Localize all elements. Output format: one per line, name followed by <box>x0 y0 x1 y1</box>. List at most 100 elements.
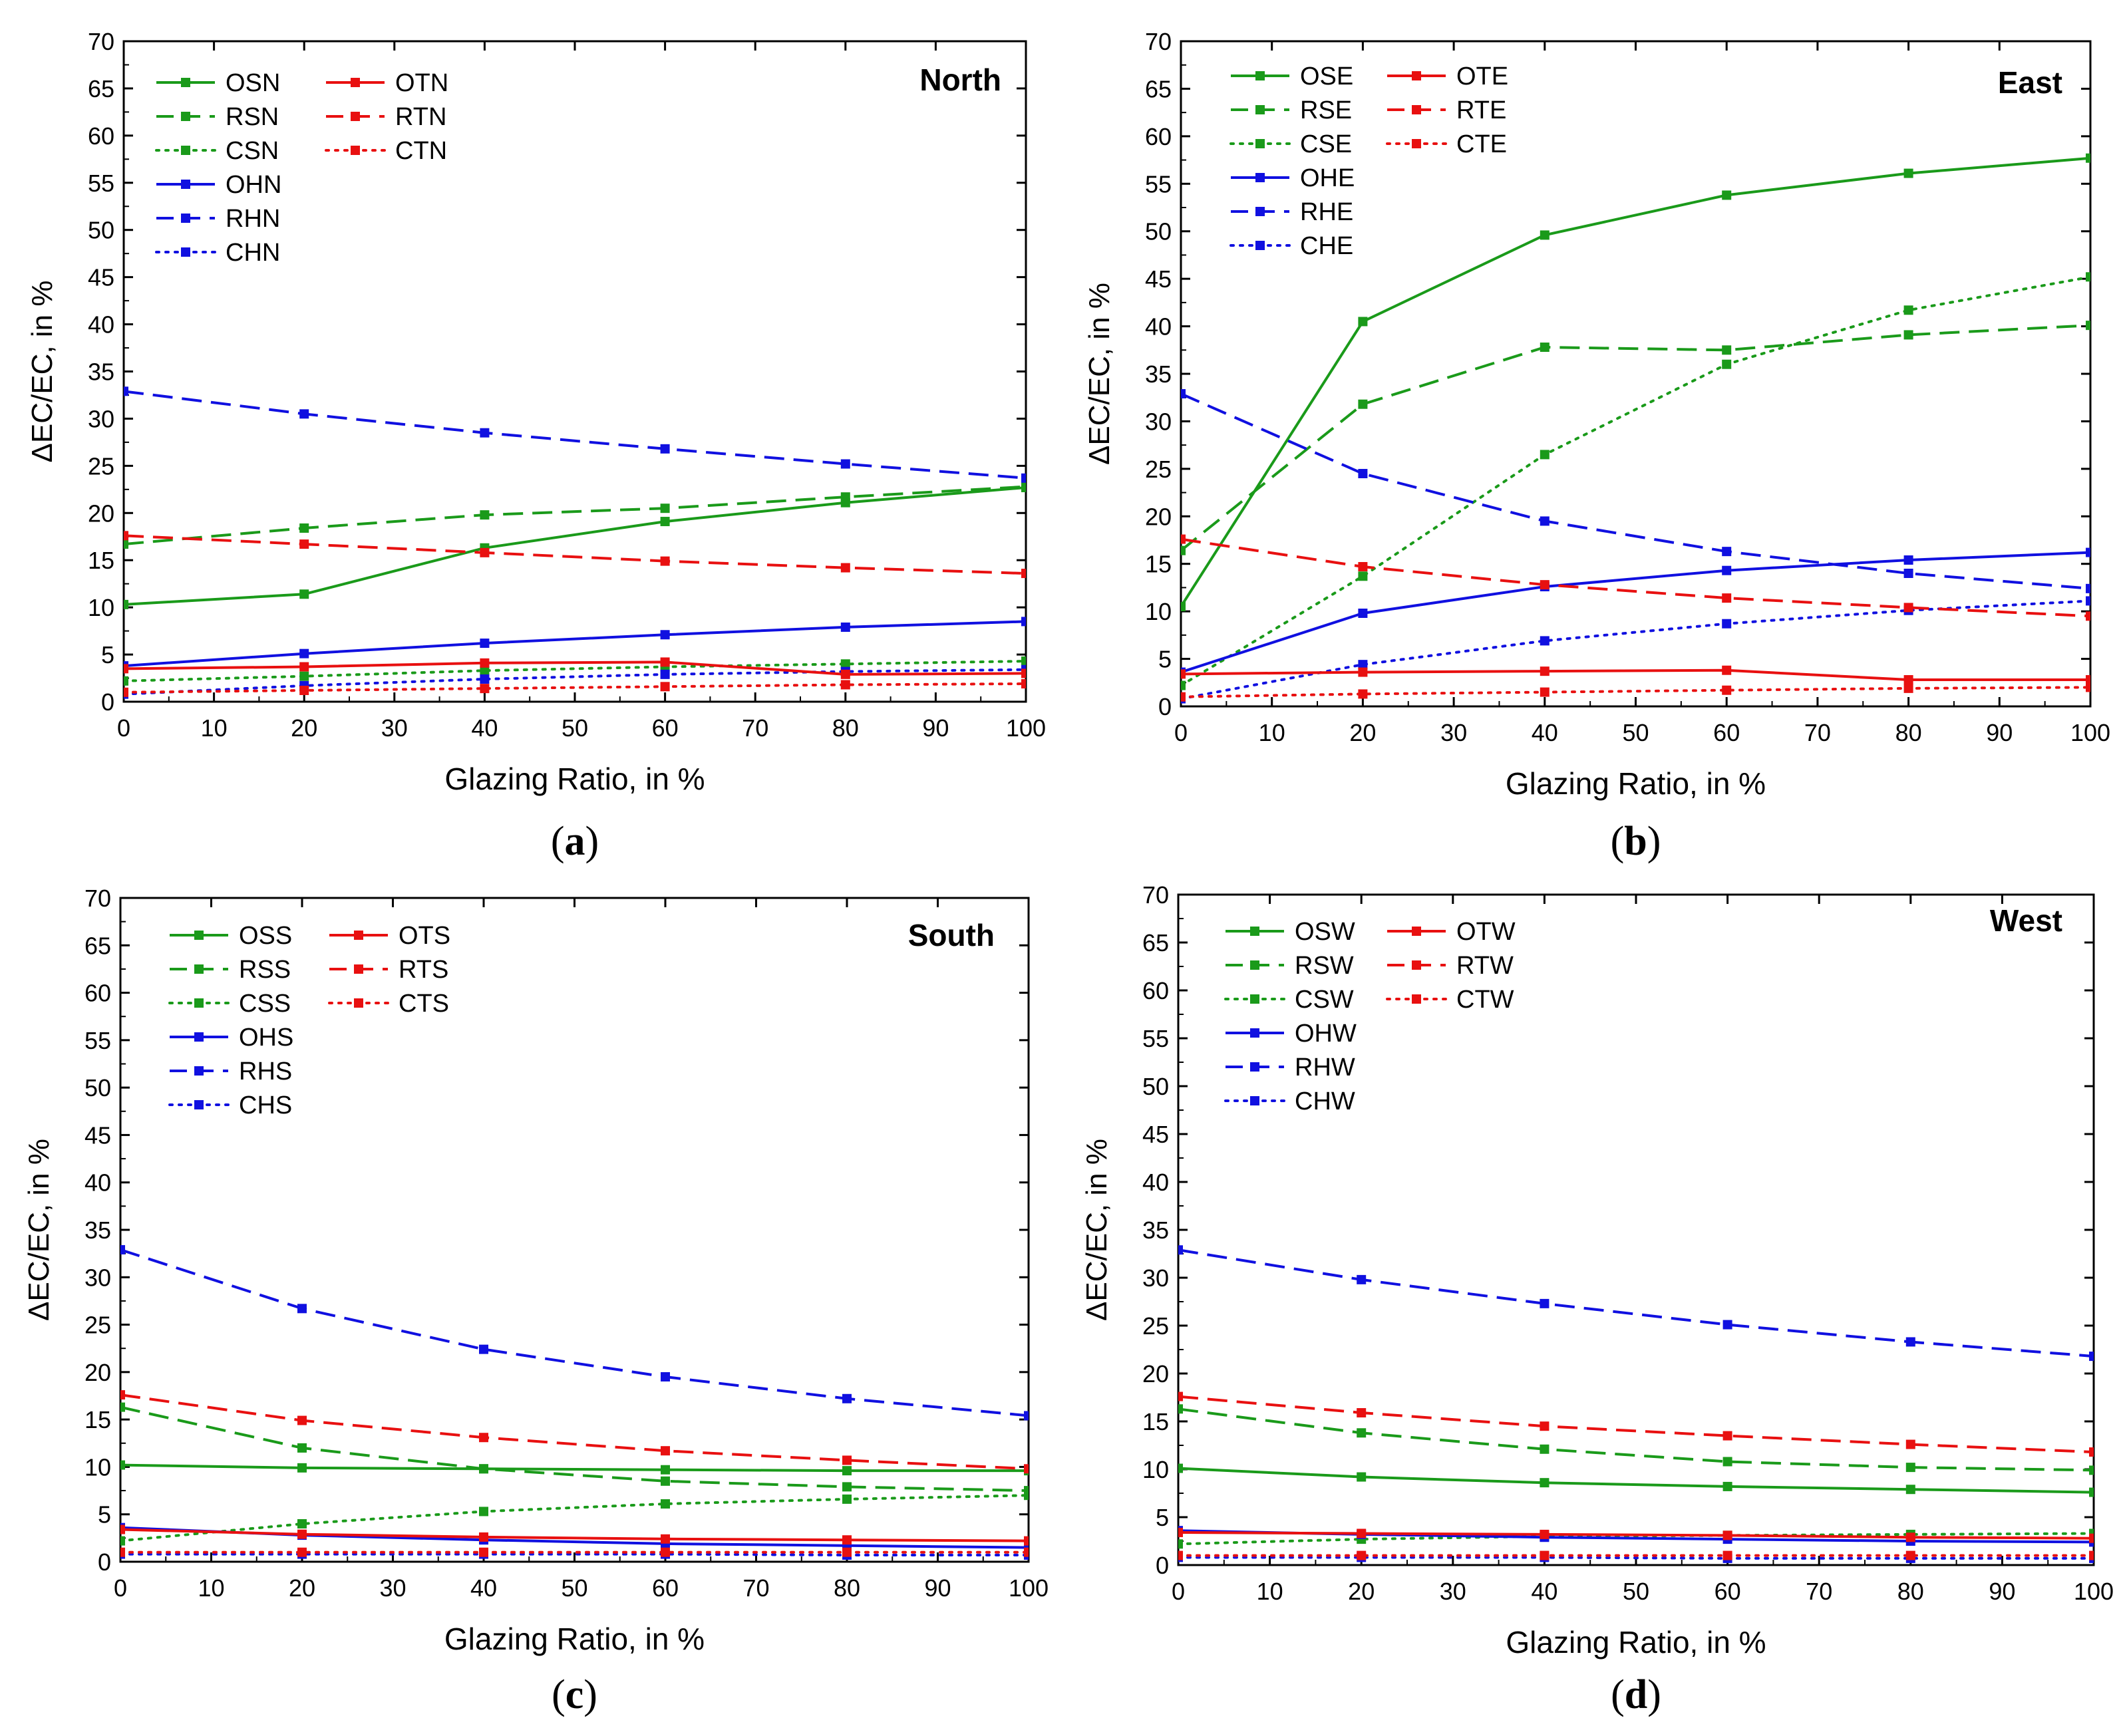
legend-label: RTN <box>395 103 446 131</box>
x-tick-label: 70 <box>742 1574 769 1602</box>
panel-title: West <box>1990 903 2062 938</box>
y-tick-label: 15 <box>1145 551 1172 578</box>
legend: OSN RSN CSN OHN RHN CHN OTN RTN CTN <box>155 69 448 267</box>
x-tick-label: 80 <box>1895 719 1922 746</box>
data-point <box>1181 602 1186 611</box>
y-axis-label: ΔEC/EC, in % <box>1080 1139 1113 1321</box>
data-point <box>297 1443 307 1453</box>
data-point <box>1178 1539 1183 1549</box>
y-tick-label: 40 <box>84 1169 111 1197</box>
x-tick-label: 90 <box>924 1574 951 1602</box>
y-tick-label: 35 <box>88 359 114 386</box>
chart-b: 0 10 20 30 40 50 60 70 80 90 100 0 5 10 15 20 25 30 35 40 45… <box>1083 28 2110 864</box>
series-line-chn <box>124 668 1026 696</box>
legend-swatch-marker <box>181 78 190 87</box>
data-point <box>299 649 309 658</box>
chart-a: 0 10 20 30 40 50 60 70 80 90 100 0 5 10 15 20 25 30 35 40 45… <box>26 28 1046 864</box>
y-axis-label: ΔEC/EC, in % <box>1083 283 1116 465</box>
chart-d: 0 10 20 30 40 50 60 70 80 90 100 0 5 10 15 20 25 30 35 40 45… <box>1080 881 2114 1717</box>
data-point <box>2086 583 2090 593</box>
data-point <box>1178 1463 1183 1473</box>
legend: OSS RSS CSS OHS RHS CHS OTS RTS CTS <box>168 922 450 1119</box>
legend-label: OSS <box>239 922 292 950</box>
series-osw <box>1178 1463 2094 1497</box>
x-tick-label: 20 <box>289 1574 315 1602</box>
y-tick-label: 20 <box>1145 503 1172 530</box>
series-ctn <box>124 679 1026 697</box>
y-tick-label: 15 <box>1142 1408 1169 1435</box>
data-point <box>1903 569 1913 578</box>
legend-item-ohe: OHE <box>1231 164 1355 192</box>
data-point <box>1024 1542 1029 1552</box>
data-point <box>840 459 850 469</box>
legend-item-rte: RTE <box>1387 96 1506 124</box>
y-tick-label: 20 <box>84 1359 111 1386</box>
legend-label: CSW <box>1295 986 1354 1014</box>
legend-label: RSW <box>1295 952 1354 980</box>
data-point <box>842 1547 852 1557</box>
x-tick-label: 30 <box>379 1574 406 1602</box>
caption-paren-close: ) <box>1647 1672 1661 1717</box>
series-rtn <box>124 531 1026 579</box>
data-point <box>1357 1550 1367 1560</box>
data-point <box>1722 593 1732 603</box>
data-point <box>2089 1465 2094 1475</box>
data-point <box>1358 667 1368 677</box>
legend-label: CHW <box>1295 1087 1355 1115</box>
x-tick-label: 10 <box>1257 1578 1283 1605</box>
x-tick-label: 100 <box>2070 719 2110 746</box>
data-point <box>660 682 670 692</box>
x-axis-label: Glazing Ratio, in % <box>444 1622 705 1656</box>
series-line-cse <box>1181 275 2090 687</box>
data-point <box>480 510 490 520</box>
legend-label: RHE <box>1300 198 1353 226</box>
data-point <box>297 1304 307 1314</box>
series-osn <box>124 482 1026 609</box>
legend-item-cte: CTE <box>1386 130 1507 158</box>
data-point <box>1181 389 1186 398</box>
series-ote <box>1181 665 2090 684</box>
series-line-rhs <box>120 1248 1029 1417</box>
legend-label: OSE <box>1300 63 1353 90</box>
x-tick-label: 0 <box>114 1574 127 1602</box>
legend-item-ots: OTS <box>329 922 450 950</box>
legend-label: RHW <box>1295 1054 1355 1082</box>
data-point <box>124 539 128 549</box>
y-tick-label: 20 <box>1142 1360 1169 1387</box>
y-tick-label: 30 <box>1145 408 1172 435</box>
data-point <box>661 1534 670 1544</box>
series-line-rtw <box>1178 1395 2094 1454</box>
data-point <box>1021 656 1026 666</box>
data-point <box>1358 469 1368 478</box>
legend-item-ose: OSE <box>1231 63 1353 90</box>
data-point <box>297 1415 307 1425</box>
legend-swatch-marker <box>194 931 204 940</box>
y-tick-label: 30 <box>1142 1264 1169 1292</box>
legend-item-ohs: OHS <box>170 1024 293 1052</box>
data-point <box>1357 1408 1367 1418</box>
data-point <box>1540 1478 1550 1488</box>
data-point <box>299 409 309 419</box>
data-point <box>124 386 128 396</box>
data-point <box>1722 547 1732 557</box>
legend-swatch-marker <box>1412 139 1421 148</box>
data-point <box>1021 482 1026 492</box>
series-line-rte <box>1181 537 2090 618</box>
series-line-rhn <box>124 390 1026 480</box>
x-tick-label: 10 <box>1259 719 1285 746</box>
x-tick-label: 10 <box>201 714 228 742</box>
series-line-csn <box>124 660 1026 682</box>
series-line-chs <box>120 1552 1029 1556</box>
x-tick-label: 60 <box>1713 719 1740 746</box>
x-tick-label: 10 <box>198 1574 224 1602</box>
legend-swatch-marker <box>181 247 190 257</box>
legend-swatch-marker <box>1250 1062 1259 1072</box>
data-point <box>480 666 490 676</box>
legend-swatch-marker <box>181 214 190 223</box>
data-point <box>1722 190 1732 200</box>
data-point <box>840 680 850 690</box>
legend-item-rhe: RHE <box>1231 198 1353 226</box>
data-point <box>1722 345 1732 355</box>
data-point <box>1181 534 1186 544</box>
